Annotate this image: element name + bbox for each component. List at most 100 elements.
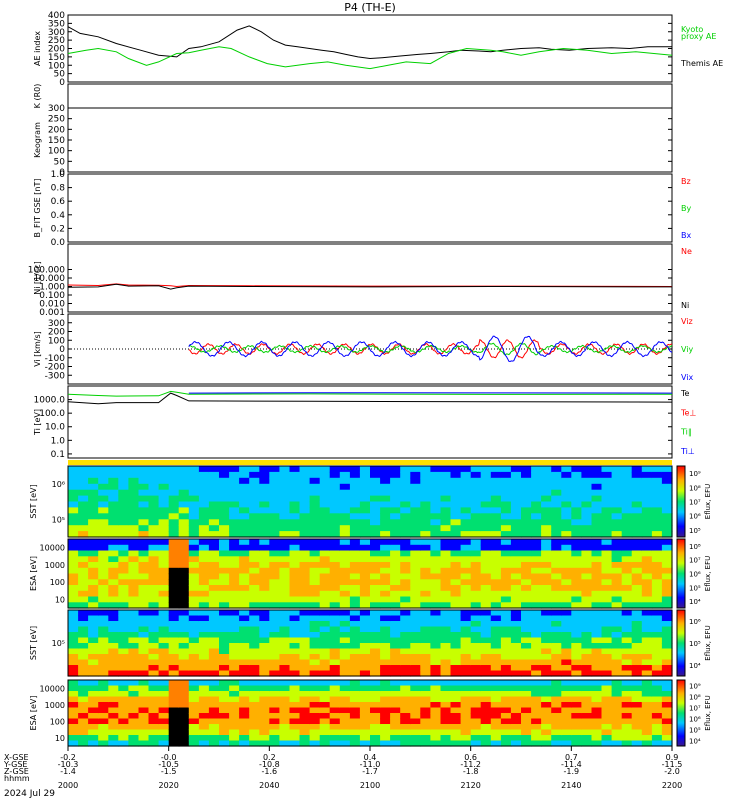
heatmap-cell — [400, 643, 411, 650]
heatmap-cell — [510, 531, 522, 538]
heatmap-cell — [208, 556, 220, 563]
heatmap-cell — [178, 501, 190, 508]
heatmap-cell — [198, 643, 210, 650]
heatmap-cell — [480, 585, 492, 592]
heatmap-cell — [78, 590, 89, 598]
heatmap-cell — [591, 531, 603, 538]
heatmap-cell — [219, 665, 230, 672]
heatmap-cell — [531, 573, 542, 580]
heatmap-cell — [450, 596, 462, 603]
heatmap-cell — [309, 702, 321, 709]
heatmap-cell — [601, 637, 613, 644]
heatmap-cell — [400, 579, 411, 586]
heatmap-cell — [480, 602, 492, 609]
heatmap-cell — [259, 740, 270, 747]
heatmap-cell — [349, 596, 361, 603]
heatmap-cell — [359, 626, 371, 633]
heatmap-cell — [510, 654, 522, 661]
heatmap-cell — [430, 691, 442, 698]
heatmap-cell — [198, 471, 210, 479]
heatmap-cell — [208, 602, 220, 609]
heatmap-cell — [631, 735, 643, 742]
heatmap-cell — [541, 665, 552, 672]
heatmap-cell — [158, 501, 170, 508]
heatmap-cell — [279, 643, 291, 650]
heatmap-cell — [430, 729, 442, 736]
heatmap-cell — [420, 525, 431, 532]
heatmap-cell — [500, 685, 512, 692]
heatmap-cell — [561, 707, 572, 714]
heatmap-cell — [571, 585, 582, 592]
heatmap-cell — [188, 550, 200, 557]
heatmap-cell — [531, 550, 542, 557]
heatmap-cell — [601, 718, 613, 725]
heatmap-cell — [500, 567, 512, 575]
heatmap-cell — [188, 544, 200, 552]
heatmap-cell — [400, 477, 411, 485]
heatmap-cell — [581, 637, 593, 644]
heatmap-cell — [651, 562, 663, 569]
heatmap-cell — [128, 696, 140, 703]
heatmap-cell — [229, 680, 240, 687]
heatmap-cell — [510, 702, 522, 709]
x-tick-value: -1.6 — [262, 767, 278, 776]
heatmap-cell — [138, 501, 150, 508]
heatmap-cell — [98, 507, 109, 514]
heatmap-cell — [561, 525, 572, 532]
heatmap-cell — [319, 525, 331, 532]
heatmap-cell — [440, 724, 452, 731]
heatmap-cell — [460, 544, 472, 552]
heatmap-cell — [299, 495, 311, 503]
heatmap-cell — [380, 519, 391, 526]
heatmap-cell — [410, 596, 421, 603]
heatmap-cell — [500, 735, 512, 742]
heatmap-cell — [229, 724, 240, 731]
heatmap-cell — [410, 740, 421, 747]
heatmap-cell — [188, 685, 200, 692]
heatmap-cell — [239, 579, 250, 586]
heatmap-cell — [269, 556, 280, 563]
heatmap-cell — [390, 507, 401, 514]
heatmap-cell — [239, 531, 250, 538]
heatmap-cell — [208, 525, 220, 532]
heatmap-cell — [219, 539, 230, 546]
heatmap-cell — [500, 643, 512, 650]
heatmap-cell — [279, 626, 291, 633]
heatmap-cell — [208, 477, 220, 485]
heatmap-cell — [158, 685, 170, 692]
heatmap-cell — [611, 691, 623, 698]
heatmap-cell — [309, 740, 321, 747]
heatmap-cell — [430, 665, 442, 672]
heatmap-cell — [561, 643, 572, 650]
heatmap-cell — [641, 718, 653, 725]
heatmap-cell — [188, 643, 200, 650]
heatmap-cell — [229, 573, 240, 580]
heatmap-cell — [420, 495, 431, 503]
heatmap-cell — [349, 544, 361, 552]
heatmap-cell — [661, 519, 673, 526]
heatmap-cell — [289, 648, 301, 655]
heatmap-cell — [98, 680, 109, 687]
heatmap-cell — [621, 531, 633, 538]
heatmap-cell — [359, 562, 371, 569]
heatmap-cell — [289, 596, 301, 603]
heatmap-cell — [480, 610, 492, 617]
heatmap-cell — [470, 718, 482, 725]
heatmap-cell — [400, 531, 411, 538]
heatmap-cell — [430, 519, 442, 526]
heatmap-cell — [641, 685, 653, 692]
heatmap-cell — [319, 665, 331, 672]
heatmap-cell — [521, 471, 532, 479]
heatmap-cell — [631, 466, 643, 473]
heatmap-cell — [561, 556, 572, 563]
heatmap-cell — [68, 519, 79, 526]
heatmap-cell — [279, 654, 291, 661]
heatmap-cell — [78, 707, 89, 714]
x-tick-value: -10.8 — [259, 760, 280, 769]
heatmap-cell — [510, 735, 522, 742]
heatmap-cell — [500, 507, 512, 514]
heatmap-cell — [88, 665, 99, 672]
heatmap-cell — [208, 513, 220, 520]
heatmap-cell — [138, 654, 150, 661]
